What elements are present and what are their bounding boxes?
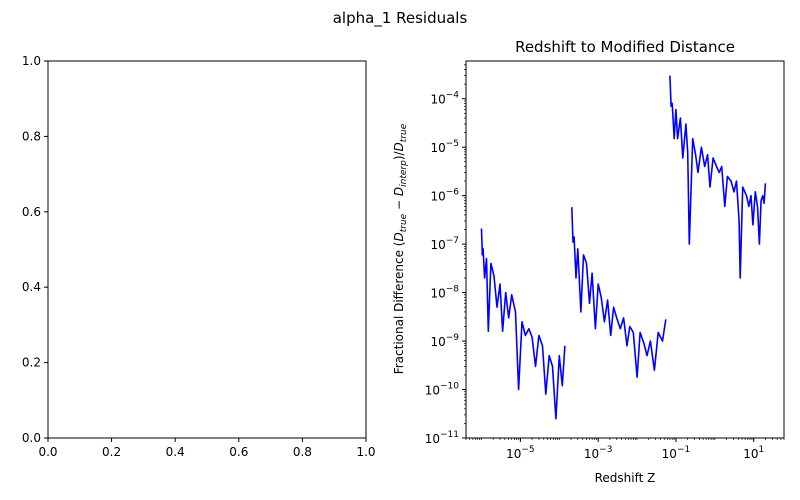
tick-exponent: −9: [446, 333, 460, 343]
tick-base: 10: [430, 238, 445, 252]
tick-base: 10: [430, 141, 445, 155]
tick-base: 10: [743, 447, 758, 461]
left-y-tick-label: 0.2: [22, 356, 41, 370]
left-y-tick-label: 0.8: [22, 129, 41, 143]
right-x-tick-label: 10−5: [506, 445, 535, 461]
left-x-tick-label: 0.8: [293, 445, 312, 459]
tick-base: 10: [430, 190, 445, 204]
left-x-tick-label: 1.0: [356, 445, 375, 459]
right-x-tick-label: 10−3: [584, 445, 613, 461]
tick-exponent: −7: [446, 236, 459, 246]
tick-base: 10: [425, 432, 440, 446]
right-series-group: [480, 75, 767, 420]
tick-exponent: 1: [759, 445, 765, 455]
right-y-tick-label: 10−9: [430, 333, 459, 349]
residual-line-segment-1: [480, 228, 566, 420]
tick-exponent: −6: [446, 188, 460, 198]
left-axes: 0.0 0.2 0.4 0.6 0.8 1.0 0.0 0.2 0.4 0.6 0.8 1.0: [22, 54, 376, 459]
left-x-tick-label: 0.4: [166, 445, 185, 459]
right-y-tick-label: 10−10: [425, 382, 460, 398]
right-y-tick-label: 10−11: [425, 430, 459, 446]
right-axes: Redshift to Modified Distance 10−5 10−3 10…: [392, 38, 785, 485]
tick-exponent: −11: [440, 430, 459, 440]
tick-exponent: −10: [440, 382, 459, 392]
left-y-tick-label: 0.0: [22, 431, 41, 445]
tick-exponent: −3: [599, 445, 612, 455]
tick-base: 10: [584, 447, 599, 461]
tick-exponent: −8: [446, 285, 460, 295]
tick-base: 10: [430, 93, 445, 107]
right-y-tick-label: 10−8: [430, 285, 459, 301]
right-y-tick-label: 10−7: [430, 236, 459, 252]
right-y-tick-label: 10−5: [430, 139, 459, 155]
tick-exponent: −1: [677, 445, 690, 455]
figure-suptitle: alpha_1 Residuals: [333, 9, 468, 28]
left-ticks: 0.0 0.2 0.4 0.6 0.8 1.0 0.0 0.2 0.4 0.6 0.8 1.0: [22, 54, 376, 459]
tick-base: 10: [506, 447, 521, 461]
right-chart-title: Redshift to Modified Distance: [515, 38, 735, 56]
tick-base: 10: [662, 447, 677, 461]
right-y-axis-label: Fractional Difference (Dtrue − Dinterp)/…: [392, 123, 409, 374]
left-plot-area: [47, 60, 367, 439]
right-x-axis-label: Redshift Z: [595, 471, 656, 485]
left-y-tick-label: 0.4: [22, 280, 41, 294]
tick-exponent: −5: [521, 445, 534, 455]
tick-base: 10: [430, 287, 445, 301]
left-x-tick-label: 0.6: [229, 445, 248, 459]
tick-base: 10: [430, 335, 445, 349]
right-y-tick-label: 10−4: [430, 91, 459, 107]
right-x-tick-label: 10−1: [662, 445, 691, 461]
right-ticks: 10−5 10−3 10−1 10110−1110−1010−910−810−710−…: [425, 64, 785, 461]
tick-base: 10: [425, 384, 440, 398]
right-x-tick-label: 101: [743, 445, 764, 461]
left-x-tick-label: 0.2: [102, 445, 121, 459]
residual-line-segment-3: [669, 75, 767, 279]
tick-exponent: −4: [446, 91, 460, 101]
left-x-tick-label: 0.0: [38, 445, 57, 459]
left-y-tick-label: 1.0: [22, 54, 41, 68]
left-y-tick-label: 0.6: [22, 205, 41, 219]
tick-exponent: −5: [446, 139, 459, 149]
residual-line-segment-2: [571, 207, 667, 379]
right-y-tick-label: 10−6: [430, 188, 459, 204]
